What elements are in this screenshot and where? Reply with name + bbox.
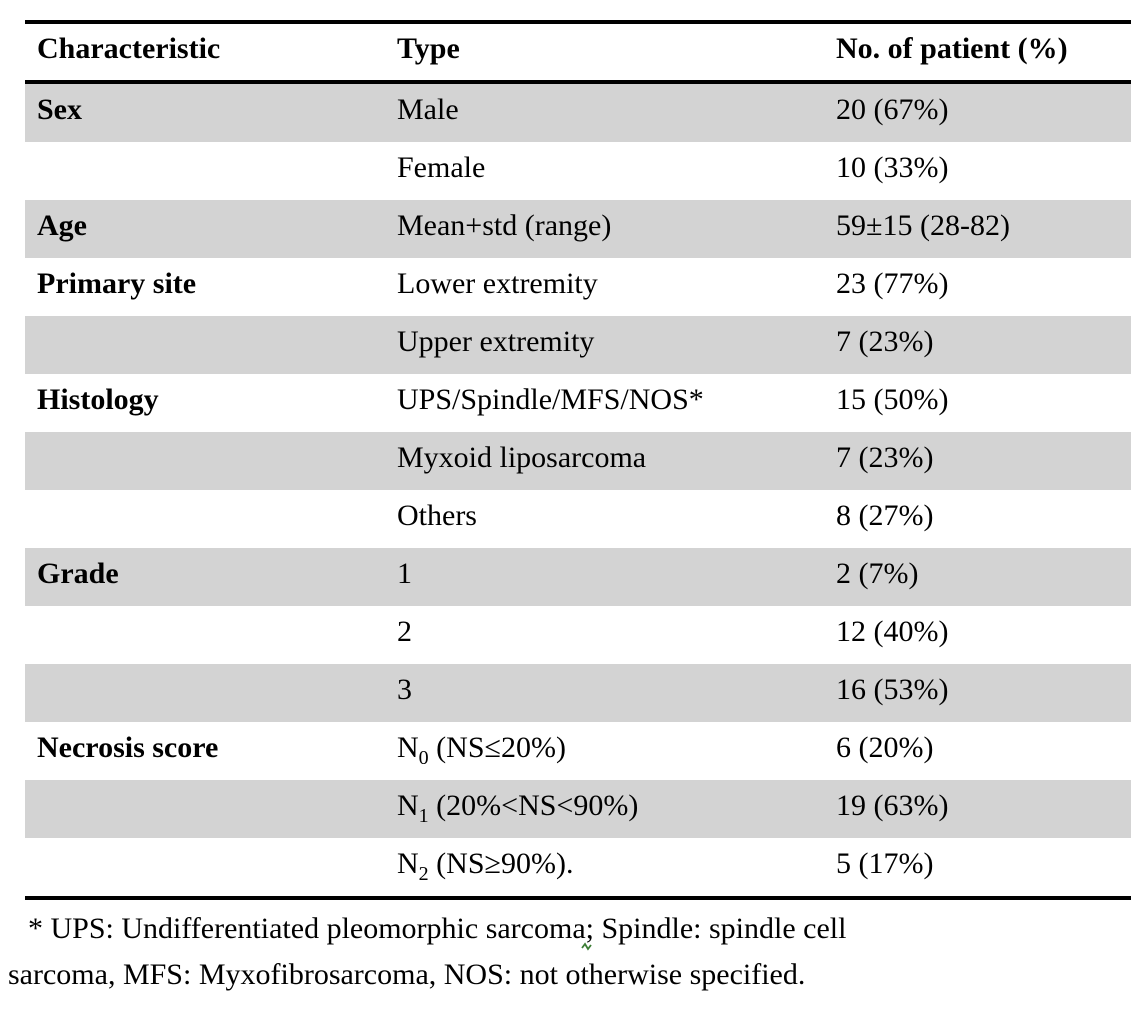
necrosis-subscript: 0 <box>418 747 429 769</box>
patient-characteristics-table: Characteristic Type No. of patient (%) S… <box>25 20 1131 900</box>
type-cell: 1 <box>397 557 412 590</box>
characteristic-cell <box>25 490 397 548</box>
footnote-text-before-mark: * UPS: Undifferentiated pleomorphic sarc… <box>28 912 594 945</box>
characteristic-cell <box>25 838 397 896</box>
characteristic-cell: Necrosis score <box>37 731 219 764</box>
type-cell: Lower extremity <box>397 267 598 300</box>
table-row: N1 (20%<NS<90%) 19 (63%) <box>25 780 1131 838</box>
count-cell: 59±15 (28-82) <box>836 209 1010 242</box>
table-row: Age Mean+std (range) 59±15 (28-82) <box>25 200 1131 258</box>
count-cell: 20 (67%) <box>836 93 949 126</box>
type-cell: Male <box>397 93 459 126</box>
count-cell: 7 (23%) <box>836 441 934 474</box>
footnote-line-2: sarcoma, MFS: Myxofibrosarcoma, NOS: not… <box>8 958 806 991</box>
table-row: Others 8 (27%) <box>25 490 1131 548</box>
type-cell: Upper extremity <box>397 325 595 358</box>
characteristic-cell <box>25 142 397 200</box>
count-cell: 6 (20%) <box>836 731 934 764</box>
count-cell: 15 (50%) <box>836 383 949 416</box>
count-cell: 16 (53%) <box>836 673 949 706</box>
characteristic-cell: Primary site <box>37 267 197 300</box>
table-row: Grade 1 2 (7%) <box>25 548 1131 606</box>
table-row: Necrosis score N0 (NS≤20%) 6 (20%) <box>25 722 1131 780</box>
table-body: Sex Male 20 (67%) Female 10 (33%) Age Mean+std… <box>25 84 1131 896</box>
characteristic-cell: Age <box>37 209 87 242</box>
table-row: Histology UPS/Spindle/MFS/NOS* 15 (50%) <box>25 374 1131 432</box>
characteristic-cell: Sex <box>37 93 82 126</box>
characteristic-cell <box>25 432 397 490</box>
type-cell: Myxoid liposarcoma <box>397 441 647 474</box>
footnote: * UPS: Undifferentiated pleomorphic sarc… <box>8 906 1130 998</box>
count-cell: 23 (77%) <box>836 267 949 300</box>
table-row: Upper extremity 7 (23%) <box>25 316 1131 374</box>
table-row: 3 16 (53%) <box>25 664 1131 722</box>
type-cell: UPS/Spindle/MFS/NOS* <box>397 383 704 416</box>
type-cell: Others <box>397 499 477 532</box>
count-cell: 10 (33%) <box>836 151 949 184</box>
count-cell: 7 (23%) <box>836 325 934 358</box>
table-row: Myxoid liposarcoma 7 (23%) <box>25 432 1131 490</box>
necrosis-subscript: 2 <box>418 863 429 885</box>
table-row: Female 10 (33%) <box>25 142 1131 200</box>
header-count: No. of patient (%) <box>836 32 1068 65</box>
table-row: 2 12 (40%) <box>25 606 1131 664</box>
type-cell: N1 (20%<NS<90%) <box>397 789 639 827</box>
characteristic-cell <box>25 780 397 838</box>
count-cell: 12 (40%) <box>836 615 949 648</box>
count-cell: 2 (7%) <box>836 557 919 590</box>
type-cell: 3 <box>397 673 412 706</box>
characteristic-cell: Grade <box>37 557 119 590</box>
count-cell: 5 (17%) <box>836 847 934 880</box>
count-cell: 19 (63%) <box>836 789 949 822</box>
type-cell: N0 (NS≤20%) <box>397 731 566 769</box>
characteristic-cell <box>25 664 397 722</box>
necrosis-subscript: 1 <box>418 805 429 827</box>
header-characteristic: Characteristic <box>37 32 221 65</box>
characteristic-cell: Histology <box>37 383 159 416</box>
count-cell: 8 (27%) <box>836 499 934 532</box>
characteristic-cell <box>25 316 397 374</box>
table-row: Sex Male 20 (67%) <box>25 84 1131 142</box>
footnote-line-1: * UPS: Undifferentiated pleomorphic sarc… <box>8 906 1130 952</box>
type-cell: Mean+std (range) <box>397 209 612 242</box>
type-cell: 2 <box>397 615 412 648</box>
table-row: Primary site Lower extremity 23 (77%) <box>25 258 1131 316</box>
table-header-row: Characteristic Type No. of patient (%) <box>25 24 1131 84</box>
table-row: N2 (NS≥90%). 5 (17%) <box>25 838 1131 896</box>
header-type: Type <box>397 32 460 65</box>
type-cell: Female <box>397 151 486 184</box>
type-cell: N2 (NS≥90%). <box>397 847 574 885</box>
footnote-text-after-mark: Spindle: spindle cell <box>593 912 847 945</box>
characteristic-cell <box>25 606 397 664</box>
